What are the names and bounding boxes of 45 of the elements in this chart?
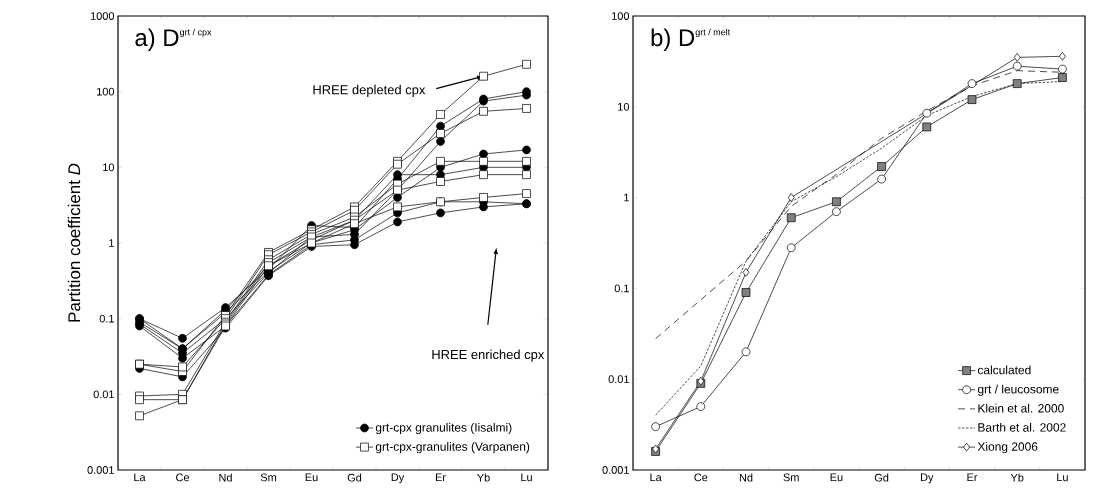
y-tick-label: 0.01: [93, 390, 114, 399]
x-tick-label: Gd: [347, 473, 362, 482]
x-tick-label: Sm: [260, 473, 277, 482]
legend-label: grt-cpx granulites (Iisalmi): [375, 422, 512, 435]
x-tick-label: Sm: [783, 473, 799, 482]
y-tick-label: 0.001: [602, 466, 629, 474]
x-tick-label: Yb: [1010, 473, 1024, 482]
y-tick-label: 100: [97, 87, 115, 96]
x-tick-label: Yb: [477, 473, 490, 482]
y-tick-label: 10: [103, 163, 115, 172]
x-tick-label: Dy: [391, 473, 405, 484]
x-tick-label: Er: [435, 473, 446, 482]
legend-label: calculated: [977, 365, 1031, 375]
x-tick-label: Eu: [305, 473, 318, 482]
y-tick-label: 10: [618, 102, 630, 111]
y-tick-label: 1: [109, 239, 114, 247]
x-tick-label: Eu: [830, 473, 843, 482]
text: $\mbox{b) D}^{\mbox{\small grt / melt}}$: [651, 28, 731, 51]
x-tick-label: Lu: [1057, 473, 1068, 482]
legend-label: grt / leucosome: [977, 384, 1059, 396]
x-tick-label: Nd: [219, 473, 232, 482]
y-tick-label: 0.1: [614, 284, 629, 293]
legend-label: Klein et al. 2000: [978, 403, 1064, 413]
x-tick-label: Lu: [521, 473, 532, 482]
annotation: HREE depleted cpx: [313, 84, 426, 97]
y-tick-label: 0.001: [87, 466, 114, 474]
x-tick-label: Ce: [694, 473, 708, 482]
y-axis-title: Partition coefficient D: [67, 163, 81, 322]
legend-label: grt-cpx-granulites (Varpanen): [375, 442, 530, 454]
x-tick-label: Er: [967, 473, 978, 482]
y-tick-label: 0.1: [99, 314, 114, 323]
y-tick-label: 1: [624, 193, 629, 202]
x-tick-label: Gd: [874, 473, 889, 482]
y-tick-label: 1000: [90, 12, 115, 20]
x-tick-label: La: [134, 473, 146, 482]
legend-label: Xiong 2006: [977, 442, 1038, 454]
y-tick-label: 0.01: [608, 375, 629, 384]
text: $\mbox{a) D}^{\mbox{\small grt / cpx}}$: [135, 28, 212, 51]
legend-label: Barth et al. 2002: [978, 422, 1066, 432]
x-tick-label: Ce: [176, 473, 190, 482]
y-tick-label: 100: [612, 12, 630, 20]
x-tick-label: Dy: [921, 473, 934, 484]
x-tick-label: Nd: [739, 473, 753, 482]
annotation: HREE enriched cpx: [432, 349, 545, 362]
x-tick-label: La: [650, 473, 662, 482]
